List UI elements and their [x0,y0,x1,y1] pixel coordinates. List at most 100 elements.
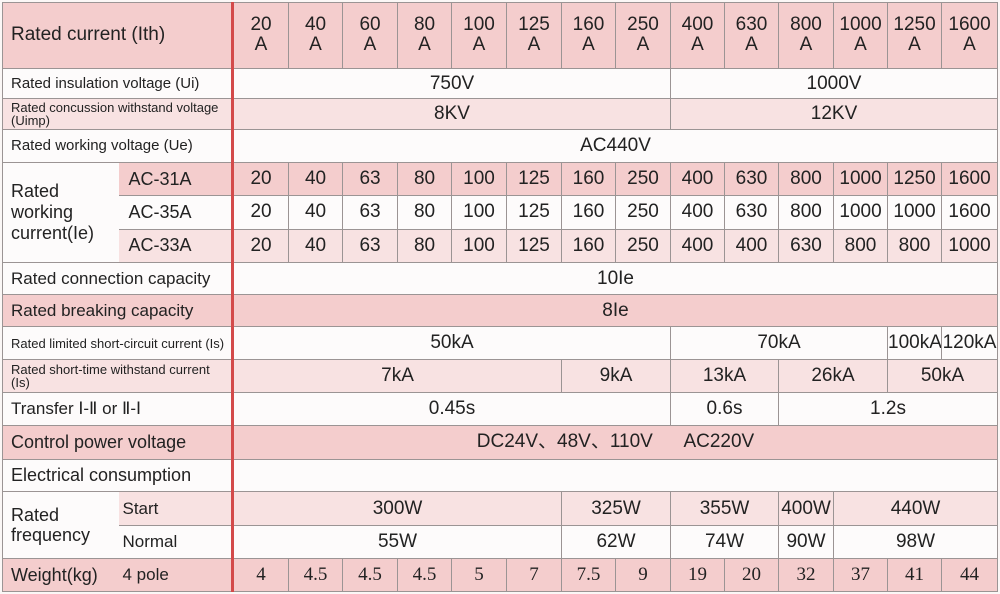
consumption-row: Electrical consumption [1,458,999,493]
frequency-label: Rated frequency [2,491,119,560]
short-time-value-5: 50kA [887,359,999,393]
weight-cell: 4.5 [397,558,453,592]
current-cell: 1600 A [941,2,999,69]
weight-cell: 9 [615,558,672,592]
breaking-value: 8Ie [232,294,999,328]
working-voltage-row: Rated working voltage (Ue) AC440V [1,129,999,164]
normal-value-5: 98W [833,525,999,560]
value-cell: 1250 [887,162,943,196]
normal-value-2: 62W [561,525,672,560]
value-cell: 100 [451,194,508,230]
current-cell: 1250 A [887,2,943,69]
working-current-row: AC-33A 20 40 63 80 100 125 160 250 400 4… [2,228,999,263]
category-label: AC-35A [118,194,235,230]
breaking-label: Rated breaking capacity [1,294,235,328]
value-cell: 1000 [833,194,889,230]
weight-cell: 7.5 [561,558,617,592]
value-cell: 125 [506,162,563,196]
working-current-label: Rated working current(Ie) [2,162,119,263]
start-label: Start [118,491,235,527]
value-cell: 630 [724,162,780,196]
concussion-label: Rated concussion withstand voltage (Uimp… [1,98,235,131]
value-cell: 40 [288,194,344,230]
value-cell: 1000 [887,194,943,230]
start-value-5: 440W [833,491,999,527]
value-cell: 40 [288,162,344,196]
short-time-value-4: 26kA [778,359,889,393]
short-circuit-label: Rated limited short-circuit current (Is) [1,326,235,361]
start-value-4: 400W [778,491,835,527]
frequency-start-row: Rated frequency Start 300W 325W 355W 400… [2,491,999,560]
transfer-row: Transfer Ⅰ-Ⅱ or Ⅱ-Ⅰ 0.45s 0.6s 1.2s [1,391,999,426]
current-cell: 80 A [397,2,453,69]
value-cell: 63 [342,194,399,230]
transfer-value-2: 0.6s [670,391,780,426]
weight-cell: 4.5 [288,558,344,592]
value-cell: 800 [887,228,943,263]
short-circuit-value-2: 70kA [670,326,889,361]
transfer-value-1: 0.45s [232,391,672,426]
value-cell: 250 [615,162,672,196]
working-current-row: AC-35A 20 40 63 80 100 125 160 250 400 6… [2,194,999,230]
category-label: AC-31A [118,162,235,196]
value-cell: 160 [561,162,617,196]
normal-label: Normal [118,525,235,560]
weight-cell: 32 [778,558,835,592]
concussion-value-2: 12KV [670,98,999,131]
value-cell: 1600 [941,194,999,230]
insulation-label: Rated insulation voltage (Ui) [1,67,235,100]
consumption-label: Electrical consumption [1,458,235,493]
value-cell: 80 [397,162,453,196]
value-cell: 100 [451,162,508,196]
weight-cell: 19 [670,558,726,592]
frequency-normal-row: Normal 55W 62W 74W 90W 98W [2,525,999,560]
value-cell: 80 [397,194,453,230]
value-cell: 400 [670,228,726,263]
connection-value: 10Ie [232,261,999,296]
value-cell: 400 [670,194,726,230]
normal-value-1: 55W [232,525,563,560]
value-cell: 800 [778,162,835,196]
value-cell: 800 [778,194,835,230]
concussion-row: Rated concussion withstand voltage (Uimp… [1,98,999,131]
current-cell: 100 A [451,2,508,69]
current-cell: 630 A [724,2,780,69]
weight-cell: 20 [724,558,780,592]
rated-current-label: Rated current (Ith) [1,2,235,69]
value-cell: 160 [561,228,617,263]
start-value-1: 300W [232,491,563,527]
short-circuit-value-4: 120kA [941,326,999,361]
control-power-value: DC24V、48V、110V AC220V [232,424,999,460]
concussion-value-1: 8KV [232,98,672,131]
value-cell: 630 [778,228,835,263]
current-cell: 400 A [670,2,726,69]
value-cell: 125 [506,228,563,263]
weight-cell: 41 [887,558,943,592]
control-power-row: Control power voltage DC24V、48V、110V AC2… [1,424,999,460]
insulation-value-1: 750V [232,67,672,100]
start-value-3: 355W [670,491,780,527]
weight-sub-label: 4 pole [118,558,235,592]
short-time-row: Rated short-time withstand current (Is) … [1,359,999,393]
current-cell: 125 A [506,2,563,69]
normal-value-3: 74W [670,525,780,560]
insulation-value-2: 1000V [670,67,999,100]
weight-label: Weight(kg) [2,558,119,592]
value-cell: 100 [451,228,508,263]
weight-cell: 4.5 [342,558,399,592]
weight-row: Weight(kg) 4 pole 4 4.5 4.5 4.5 5 7 7.5 … [2,558,999,592]
connection-label: Rated connection capacity [1,261,235,296]
value-cell: 630 [724,194,780,230]
value-cell: 63 [342,228,399,263]
header-row: Rated current (Ith) 20 A 40 A 60 A 80 A 100 A… [1,2,999,69]
weight-cell: 7 [506,558,563,592]
value-cell: 40 [288,228,344,263]
transfer-value-3: 1.2s [778,391,999,426]
short-time-label: Rated short-time withstand current (Is) [1,359,235,393]
weight-cell: 5 [451,558,508,592]
category-label: AC-33A [118,228,235,263]
control-power-label: Control power voltage [1,424,235,460]
value-cell: 400 [670,162,726,196]
current-cell: 160 A [561,2,617,69]
weight-cell: 4 [232,558,290,592]
